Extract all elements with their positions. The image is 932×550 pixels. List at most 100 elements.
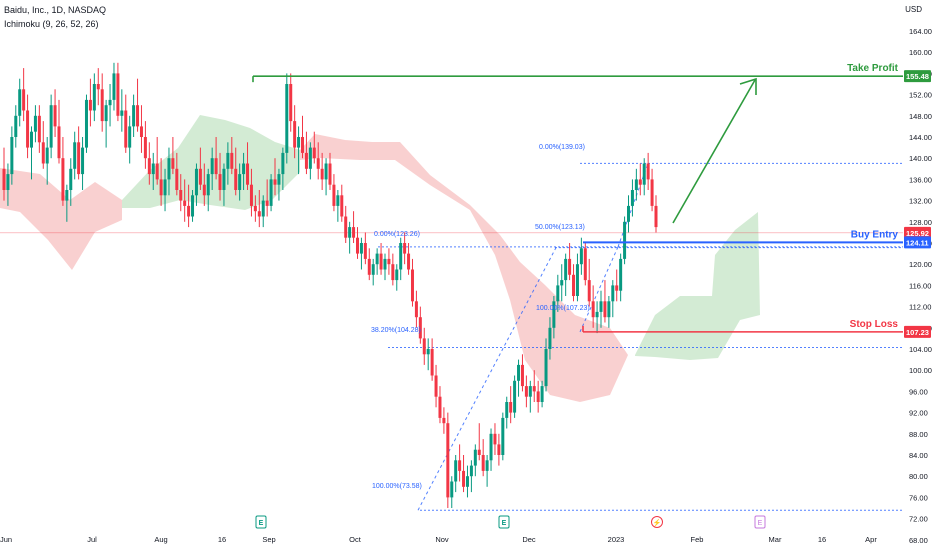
candle-body: [253, 205, 257, 212]
candle-body: [277, 174, 281, 185]
y-tick-label: 112.00: [909, 303, 931, 312]
buy-entry-price-tag: [904, 236, 931, 249]
dividend-marker-text: E: [758, 520, 763, 527]
candle-body: [194, 168, 198, 196]
buy-entry-label: Buy Entry: [851, 229, 899, 240]
candle-body: [92, 84, 96, 111]
candle-body: [304, 152, 308, 169]
candle-body: [147, 158, 151, 175]
candle-body: [41, 142, 45, 164]
candle-body: [26, 110, 30, 148]
y-tick-label: 72.00: [909, 515, 928, 524]
candle-body: [191, 195, 195, 217]
projection-arrow-head: [739, 77, 757, 95]
candle-body: [249, 184, 253, 206]
candle-body: [324, 163, 328, 180]
candle-body: [497, 444, 501, 455]
candle-body: [273, 179, 277, 185]
split-marker-text: ⚡: [653, 518, 662, 527]
x-tick-label: Sep: [262, 535, 275, 544]
y-tick-label: 104.00: [909, 345, 932, 354]
stop-loss-price-tag-text: 107.23: [906, 328, 929, 337]
candle-body: [202, 184, 206, 196]
candle-body: [100, 89, 104, 122]
stop-loss-price-tag: [904, 325, 931, 338]
dividend-marker-icon: [754, 515, 766, 529]
candle-body: [22, 89, 26, 111]
candle-body: [77, 142, 81, 175]
y-tick-label: 80.00: [909, 472, 928, 481]
y-tick-label: 120.00: [909, 260, 932, 269]
candle-body: [61, 158, 65, 201]
candle-body: [595, 311, 599, 318]
x-tick-label: Dec: [522, 535, 536, 544]
candle-body: [206, 174, 210, 196]
candle-body: [587, 280, 591, 302]
x-tick-label: Nov: [435, 535, 449, 544]
candle-body: [69, 168, 73, 190]
candle-body: [348, 227, 352, 238]
candle-body: [355, 237, 359, 254]
candle-body: [473, 449, 477, 466]
candle-body: [143, 137, 147, 159]
candle-body: [430, 349, 434, 376]
candle-body: [646, 163, 650, 180]
candle-body: [528, 386, 532, 397]
candle-body: [560, 280, 564, 286]
candle-body: [493, 433, 497, 445]
candle-body: [599, 301, 603, 312]
candle-body: [462, 470, 466, 487]
x-tick-label: 16: [218, 535, 226, 544]
candle-body: [81, 147, 85, 175]
candle-body: [572, 274, 576, 296]
y-tick-label: 164.00: [909, 27, 932, 36]
candle-body: [33, 115, 37, 132]
y-tick-label: 76.00: [909, 493, 928, 502]
candle-body: [379, 253, 383, 270]
candle-body: [485, 460, 489, 471]
y-tick-label: 84.00: [909, 451, 928, 460]
candle-body: [336, 195, 340, 206]
candle-body: [403, 243, 407, 254]
candle-body: [179, 190, 183, 201]
candle-body: [477, 449, 481, 455]
candle-body: [414, 301, 418, 318]
fib-trend-line: [417, 247, 557, 511]
take-profit-price-tag-text: 155.48: [906, 72, 929, 81]
y-tick-label: 116.00: [909, 281, 931, 290]
candle-body: [615, 285, 619, 291]
candle-body: [634, 179, 638, 190]
x-tick-label: Jun: [0, 535, 12, 544]
candle-body: [536, 391, 540, 402]
candle-body: [246, 163, 250, 185]
candle-body: [328, 163, 332, 185]
candle-body: [234, 168, 238, 190]
y-tick-label: 132.00: [909, 197, 932, 206]
candle-body: [297, 137, 301, 148]
y-tick-label: 140.00: [909, 154, 932, 163]
candle-body: [124, 110, 128, 148]
candle-body: [422, 338, 426, 355]
x-tick-label: Jul: [87, 535, 97, 544]
candle-body: [281, 152, 285, 175]
candle-body: [210, 158, 214, 175]
y-tick-label: 148.00: [909, 112, 932, 121]
candle-body: [371, 264, 375, 275]
candle-body: [37, 115, 41, 143]
ichimoku-cloud-green-2: [635, 212, 760, 360]
y-tick-label: 88.00: [909, 430, 928, 439]
candle-body: [88, 99, 92, 111]
candle-body: [438, 396, 442, 418]
candle-body: [261, 200, 265, 217]
candle-body: [501, 417, 505, 455]
y-tick-label: 160.00: [909, 48, 932, 57]
candle-body: [359, 243, 363, 254]
candle-body: [517, 364, 521, 381]
candle-body: [285, 84, 289, 153]
candle-body: [104, 105, 108, 122]
candle-body: [269, 179, 273, 206]
candle-body: [607, 301, 611, 318]
candle-body: [544, 349, 548, 387]
candle-body: [2, 168, 6, 190]
